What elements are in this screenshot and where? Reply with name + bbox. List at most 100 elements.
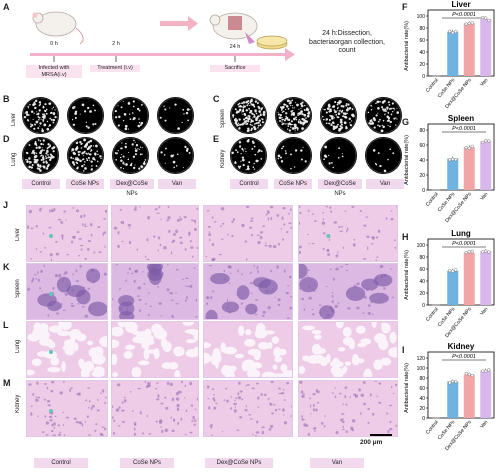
panel-label-k: K xyxy=(3,262,10,272)
time-2h: 2 h xyxy=(112,41,120,47)
agar-plate xyxy=(230,97,267,134)
data-point xyxy=(451,269,455,273)
scale-bar xyxy=(370,434,392,436)
histo-row-label-lung: Lung xyxy=(15,339,21,353)
timeline-bar-head xyxy=(285,48,295,61)
histology-tile xyxy=(203,205,293,262)
panel-label-i: I xyxy=(402,345,405,355)
y-tick-label: 20 xyxy=(419,291,425,297)
histo-group-cose: CoSe NPs xyxy=(120,458,174,468)
data-point xyxy=(484,16,488,20)
histo-group-control: Control xyxy=(34,458,88,468)
panel-label-h: H xyxy=(402,232,409,242)
y-tick-label: 100 xyxy=(417,243,426,249)
bar xyxy=(447,158,459,190)
y-axis-label: Antibacterial rate(%) xyxy=(404,250,410,300)
bar xyxy=(447,270,459,305)
data-point xyxy=(487,368,491,372)
histology-tile xyxy=(111,321,199,378)
panel-label-d: D xyxy=(3,134,10,144)
agar-plate xyxy=(112,137,149,174)
data-point xyxy=(448,29,452,33)
plate-row-label-spleen: Spleen xyxy=(220,109,226,129)
agar-plate xyxy=(275,97,312,134)
panel-label-l: L xyxy=(3,320,9,330)
histology-tile xyxy=(298,263,398,320)
y-tick-label: 100 xyxy=(417,366,426,372)
y-tick-label: 80 xyxy=(419,128,425,134)
bar xyxy=(480,370,492,418)
histology-tile xyxy=(111,263,199,320)
y-tick-label: 20 xyxy=(419,406,425,412)
y-tick-label: 80 xyxy=(419,376,425,382)
plate-group-van-1: Van xyxy=(158,179,196,189)
data-point xyxy=(470,373,474,378)
x-tick-label: Van xyxy=(479,306,489,317)
agar-plate xyxy=(365,137,402,174)
y-tick-label: 0 xyxy=(422,303,425,309)
y-axis-label: Antibacterial rate(%) xyxy=(404,135,410,185)
y-tick-label: 0 xyxy=(422,416,425,422)
histology-tile xyxy=(298,321,398,378)
bar xyxy=(463,252,475,305)
agar-plate xyxy=(112,97,149,134)
agar-plate xyxy=(275,137,312,174)
data-point xyxy=(451,31,455,35)
agar-plate xyxy=(157,97,194,134)
histology-tile xyxy=(203,263,293,320)
scale-bar-label: 200 μm xyxy=(360,439,383,446)
timeline-arrow-right xyxy=(160,16,198,31)
timeline-bar xyxy=(30,53,285,56)
plate-row-label-kidney: Kidney xyxy=(220,149,226,169)
x-tick-label: Control xyxy=(425,191,440,207)
data-point xyxy=(484,139,488,143)
bar-chart-liver: Liver 0 20 40 60 80 100 Antibacterial rate(%) P<… xyxy=(404,0,496,128)
y-tick-label: 40 xyxy=(419,396,425,402)
data-point xyxy=(481,140,485,145)
data-point xyxy=(454,157,458,162)
panel-label-g: G xyxy=(402,117,410,127)
data-point xyxy=(481,15,485,20)
data-point xyxy=(448,381,452,385)
timeline-diagram: 0 h 2 h 24 h Infected with MRSA(i.v) Tre… xyxy=(26,4,300,86)
histology-tile xyxy=(26,263,108,320)
time-0h: 0 h xyxy=(50,41,58,47)
timeline-graphic xyxy=(30,11,295,62)
plate-group-dex-2: Dex@CoSe NPs xyxy=(318,179,362,197)
p-value-annotation: P<0.0001 xyxy=(452,241,476,247)
plot-frame xyxy=(427,351,495,419)
data-point xyxy=(484,249,488,253)
plot-frame xyxy=(427,123,495,191)
petri-dish-icon xyxy=(256,35,288,50)
data-point xyxy=(454,30,458,34)
x-tick-label: Van xyxy=(479,191,489,202)
x-tick-label: Van xyxy=(479,419,489,430)
panel-label-c: C xyxy=(213,94,220,104)
plate-group-cose-2: CoSe NPs xyxy=(274,179,312,189)
mouse-icon-1 xyxy=(32,11,84,45)
y-tick-label: 60 xyxy=(419,267,425,273)
panel-label-m: M xyxy=(3,378,11,388)
agar-plate xyxy=(67,137,104,174)
histology-tile xyxy=(26,205,108,262)
dissection-note: 24 h:Dissection, bacteriaorgan collectio… xyxy=(309,30,385,54)
bar xyxy=(463,374,475,418)
histology-tile xyxy=(298,205,398,262)
panel-label-b: B xyxy=(3,94,10,104)
data-point xyxy=(454,380,458,384)
data-point xyxy=(464,250,468,255)
data-point xyxy=(487,139,491,143)
data-point xyxy=(454,268,458,272)
bar xyxy=(463,147,475,190)
bar xyxy=(447,381,459,418)
step-sacrifice: Sacrifice xyxy=(210,65,260,72)
y-tick-label: 60 xyxy=(419,386,425,392)
histo-row-label-kidney: Kidney xyxy=(15,394,21,414)
histology-tile xyxy=(203,321,293,378)
p-value-annotation: P<0.0001 xyxy=(452,12,476,18)
p-value-annotation: P<0.0001 xyxy=(452,126,476,132)
data-point xyxy=(470,249,474,253)
bar-chart-kidney: Kidney 0 20 40 60 80 100 120 Antibacterial rate(… xyxy=(404,342,496,470)
data-point xyxy=(467,146,471,150)
x-tick-label: Control xyxy=(425,419,440,435)
